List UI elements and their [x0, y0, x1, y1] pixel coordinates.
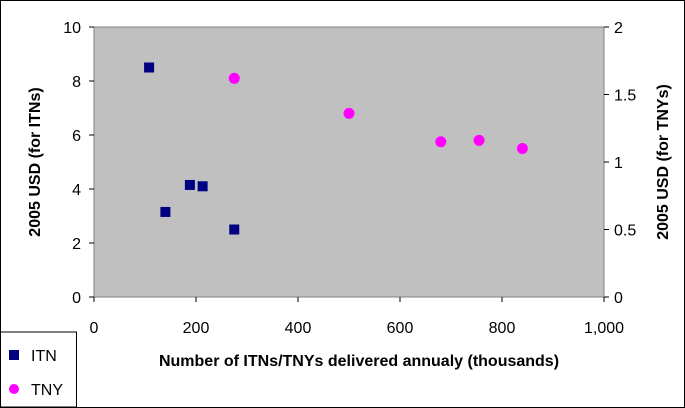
- legend-itn-marker: [9, 350, 19, 360]
- x-axis-ticks: 0 200 400 600 800 1,000: [90, 297, 624, 337]
- y-right-tick-label: 1.5: [614, 88, 636, 105]
- y-left-axis-title: 2005 USD (for ITNs): [27, 87, 44, 236]
- itn-point: [197, 181, 208, 192]
- itn-point: [184, 179, 195, 190]
- y-right-tick-label: 2: [614, 20, 623, 37]
- legend-itn-label: ITN: [31, 348, 57, 365]
- y-left-tick-label: 8: [72, 74, 81, 91]
- plot-area: [93, 26, 605, 298]
- y-left-axis-ticks: 0 2 4 6 8 10: [63, 20, 94, 307]
- y-left-tick-label: 10: [63, 20, 81, 37]
- x-tick-label: 600: [387, 320, 414, 337]
- x-axis-title: Number of ITNs/TNYs delivered annualy (t…: [159, 353, 559, 370]
- legend: ITN TNY: [0, 331, 77, 408]
- y-left-tick-label: 2: [72, 236, 81, 253]
- y-left-tick-label: 0: [72, 290, 81, 307]
- y-right-tick-label: 1: [614, 155, 623, 172]
- itn-point: [144, 62, 155, 73]
- tny-point: [516, 143, 528, 154]
- x-tick-label: 0: [90, 320, 99, 337]
- tny-point: [473, 134, 485, 146]
- x-tick-label: 400: [285, 320, 312, 337]
- tny-point: [435, 136, 447, 148]
- y-right-tick-label: 0.5: [614, 223, 636, 240]
- x-tick-label: 1,000: [584, 320, 624, 337]
- y-left-tick-label: 6: [72, 128, 81, 145]
- y-left-tick-label: 4: [72, 182, 81, 199]
- tny-point: [343, 107, 355, 119]
- itn-point: [160, 206, 171, 217]
- legend-tny-marker: [9, 384, 19, 394]
- y-right-axis-title: 2005 USD (for TNYs): [655, 84, 672, 240]
- x-tick-label: 200: [183, 320, 210, 337]
- legend-tny-label: TNY: [31, 382, 63, 399]
- y-right-tick-label: 0: [614, 290, 623, 307]
- y-right-axis-ticks: 0 0.5 1 1.5 2: [604, 20, 636, 307]
- tny-point: [228, 72, 240, 84]
- data-points: [144, 62, 528, 235]
- itn-point: [229, 224, 240, 235]
- x-tick-label: 800: [489, 320, 516, 337]
- legend-box: [0, 331, 77, 408]
